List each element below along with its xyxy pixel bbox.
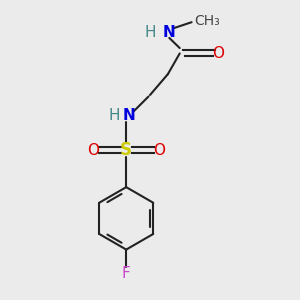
Text: H: H — [144, 25, 156, 40]
Text: F: F — [122, 266, 130, 281]
Text: O: O — [88, 142, 100, 158]
Text: H: H — [109, 108, 120, 123]
Text: N: N — [163, 25, 176, 40]
Text: O: O — [153, 142, 165, 158]
Text: CH₃: CH₃ — [195, 14, 220, 28]
Text: S: S — [120, 141, 132, 159]
Text: O: O — [212, 46, 224, 61]
Text: N: N — [122, 108, 135, 123]
